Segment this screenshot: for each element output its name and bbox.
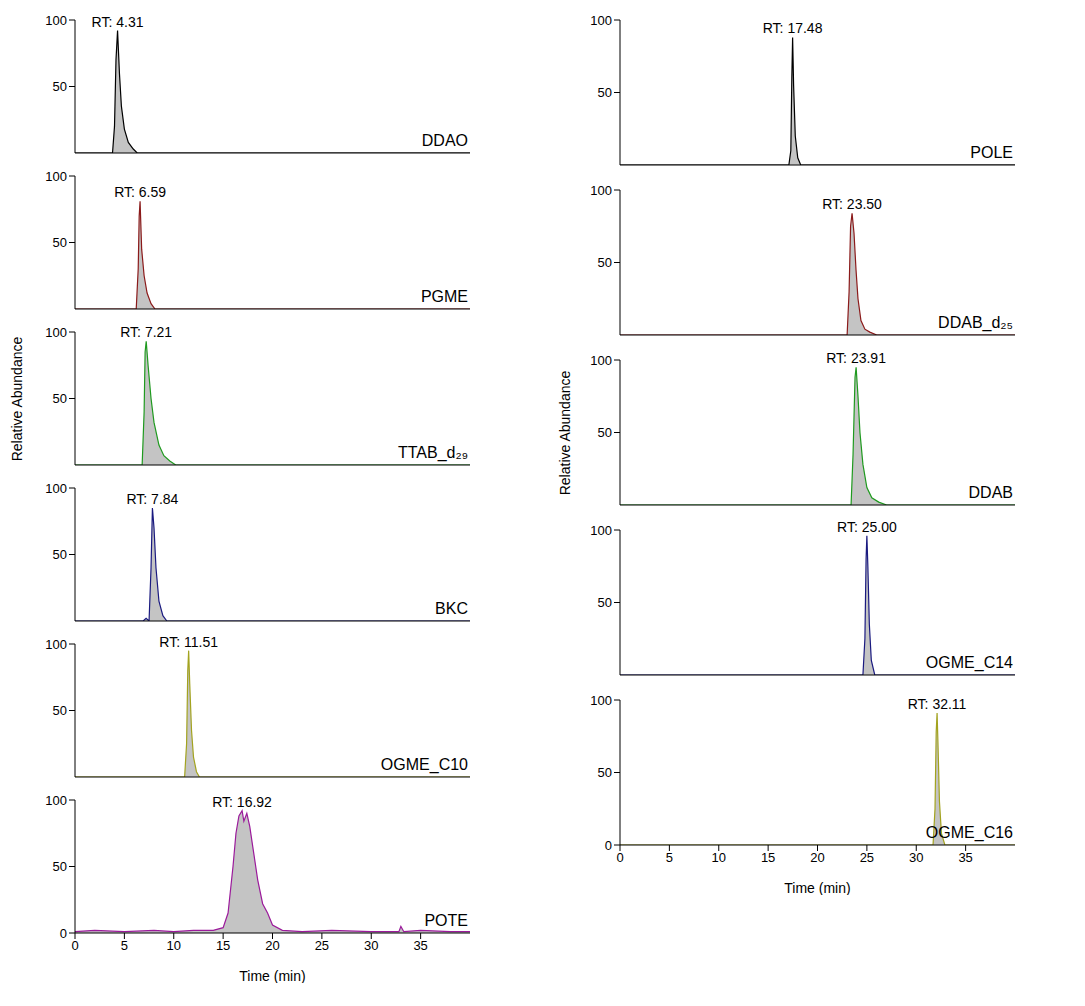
svg-text:50: 50 [53, 859, 67, 874]
svg-text:5: 5 [666, 850, 673, 865]
svg-text:0: 0 [605, 838, 612, 853]
svg-text:RT: 17.48: RT: 17.48 [763, 20, 823, 36]
html-text:DDAO: DDAO [421, 132, 468, 149]
html-text:TTAB_d₂₉: TTAB_d₂₉ [397, 444, 468, 461]
html-text:DDAB_d₂₅: DDAB_d₂₅ [938, 314, 1013, 331]
html-text:OGME_C14: OGME_C14 [925, 654, 1013, 671]
svg-text:50: 50 [53, 79, 67, 94]
svg-text:RT: 23.50: RT: 23.50 [822, 196, 882, 212]
html-text:DDAB: DDAB [968, 484, 1013, 501]
svg-text:RT: 23.91: RT: 23.91 [826, 350, 886, 366]
svg-text:50: 50 [598, 255, 612, 270]
html-text:OGME_C16: OGME_C16 [925, 824, 1013, 841]
svg-text:RT: 16.92: RT: 16.92 [212, 794, 272, 810]
svg-text:20: 20 [265, 938, 279, 953]
svg-text:100: 100 [590, 523, 612, 538]
svg-text:30: 30 [909, 850, 923, 865]
svg-text:100: 100 [45, 13, 67, 28]
svg-text:50: 50 [598, 765, 612, 780]
svg-text:Time (min): Time (min) [784, 880, 850, 895]
svg-text:100: 100 [45, 169, 67, 184]
svg-text:RT: 4.31: RT: 4.31 [92, 14, 144, 30]
html-text:POLE: POLE [970, 144, 1013, 161]
html-text:Relative Abundance: Relative Abundance [557, 370, 573, 495]
svg-text:35: 35 [413, 938, 427, 953]
svg-text:100: 100 [590, 183, 612, 198]
svg-text:0: 0 [71, 938, 78, 953]
svg-text:RT: 7.84: RT: 7.84 [126, 491, 178, 507]
html-text:Relative Abundance: Relative Abundance [9, 336, 25, 461]
svg-text:50: 50 [598, 85, 612, 100]
svg-text:RT: 25.00: RT: 25.00 [837, 519, 897, 535]
svg-text:50: 50 [598, 595, 612, 610]
svg-text:15: 15 [216, 938, 230, 953]
svg-text:100: 100 [45, 637, 67, 652]
svg-text:25: 25 [860, 850, 874, 865]
svg-text:100: 100 [590, 353, 612, 368]
html-text:BKC: BKC [435, 600, 468, 617]
svg-text:50: 50 [53, 703, 67, 718]
svg-text:50: 50 [53, 547, 67, 562]
svg-text:RT: 32.11: RT: 32.11 [908, 696, 967, 712]
svg-text:100: 100 [590, 693, 612, 708]
svg-text:RT: 11.51: RT: 11.51 [159, 634, 218, 650]
svg-text:100: 100 [45, 793, 67, 808]
svg-text:100: 100 [590, 13, 612, 28]
svg-text:100: 100 [45, 481, 67, 496]
html-text:PGME: PGME [420, 288, 468, 305]
svg-text:0: 0 [616, 850, 623, 865]
svg-text:15: 15 [761, 850, 775, 865]
svg-text:50: 50 [598, 425, 612, 440]
svg-text:30: 30 [364, 938, 378, 953]
svg-text:10: 10 [167, 938, 181, 953]
svg-text:20: 20 [810, 850, 824, 865]
svg-text:10: 10 [712, 850, 726, 865]
svg-text:Time (min): Time (min) [239, 968, 305, 983]
svg-text:RT: 6.59: RT: 6.59 [114, 184, 166, 200]
svg-text:50: 50 [53, 391, 67, 406]
svg-text:100: 100 [45, 325, 67, 340]
html-text:OGME_C10: OGME_C10 [380, 756, 468, 773]
svg-text:0: 0 [60, 926, 67, 941]
svg-text:5: 5 [121, 938, 128, 953]
svg-text:35: 35 [958, 850, 972, 865]
svg-text:50: 50 [53, 235, 67, 250]
html-text:POTE: POTE [424, 912, 468, 929]
svg-text:25: 25 [315, 938, 329, 953]
svg-text:RT: 7.21: RT: 7.21 [120, 324, 172, 340]
